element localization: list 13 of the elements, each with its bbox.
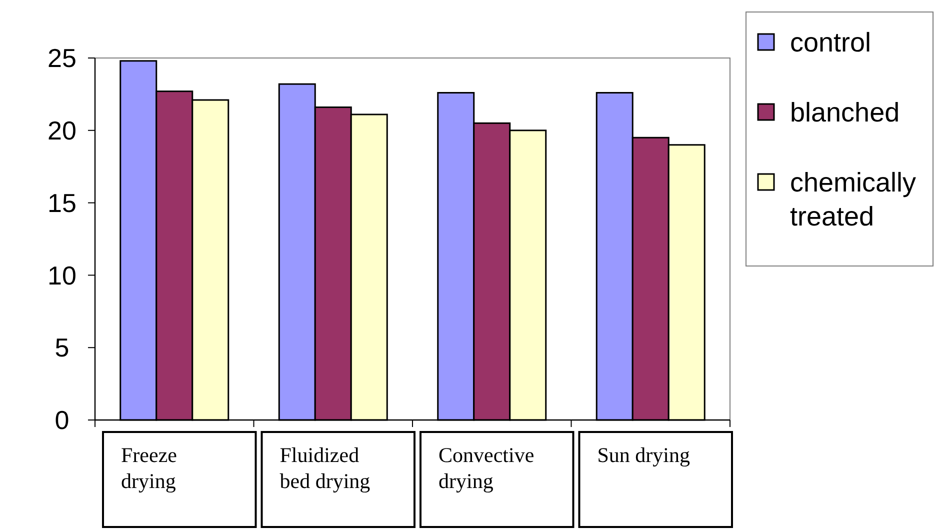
x-tick-label: Fluidized bed drying xyxy=(280,443,371,493)
y-tick-label: 15 xyxy=(48,188,76,218)
y-tick-label: 0 xyxy=(54,405,70,436)
y-tick-label: 20 xyxy=(48,116,76,146)
x-tick-label: Convective drying xyxy=(438,443,534,493)
y-tick-label: 25 xyxy=(48,43,76,74)
x-tick-label: Sun drying xyxy=(597,443,691,467)
y-tick-label: 10 xyxy=(48,260,76,290)
y-tick-label: 5 xyxy=(54,332,70,363)
legend-label: blanched xyxy=(790,97,900,128)
legend-label: chemically treated xyxy=(790,167,917,232)
x-tick-label: Freeze drying xyxy=(121,443,177,493)
legend-label: control xyxy=(790,27,872,58)
